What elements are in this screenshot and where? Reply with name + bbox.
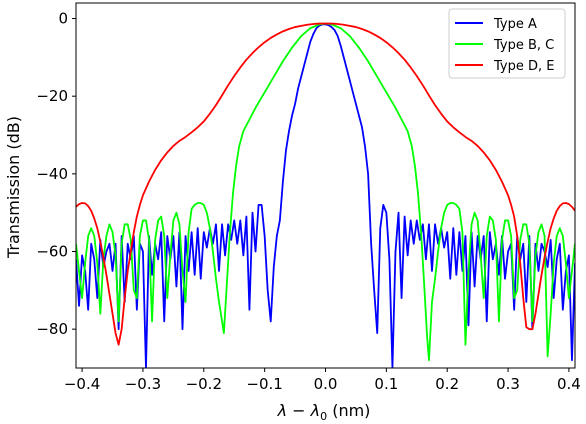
x-label-lambda: λ: [277, 401, 287, 420]
series-line-type-d-e: [76, 22, 575, 346]
x-tick-label: −0.1: [246, 375, 282, 393]
legend-label-type-a: Type A: [493, 17, 537, 32]
y-tick-label: −80: [36, 320, 68, 338]
y-tick-label: −20: [36, 87, 68, 105]
series-layer: [76, 22, 575, 368]
x-axis-label: λ − λ0 (nm): [277, 401, 371, 423]
x-tick-label: 0.2: [435, 375, 459, 393]
x-tick-label: −0.4: [64, 375, 100, 393]
x-tick-label: 0.1: [374, 375, 398, 393]
y-axis: 0 −20 −40 −60 −80: [36, 10, 76, 338]
x-tick-label: 0.4: [557, 375, 581, 393]
x-tick-label: −0.2: [186, 375, 222, 393]
y-tick-label: 0: [58, 10, 68, 28]
x-axis: −0.4 −0.3 −0.2 −0.1 0.0 0.1 0.2 0.3 0.4: [64, 368, 581, 393]
y-tick-label: −40: [36, 165, 68, 183]
x-label-unit: (nm): [327, 401, 370, 420]
legend-label-type-d-e: Type D, E: [493, 59, 554, 74]
legend-label-type-b-c: Type B, C: [493, 38, 554, 53]
x-label-subscript: 0: [320, 410, 327, 423]
x-tick-label: 0.3: [496, 375, 520, 393]
y-axis-label: Transmission (dB): [4, 116, 23, 259]
x-label-lambda0: λ: [310, 401, 320, 420]
legend: Type A Type B, C Type D, E: [448, 8, 566, 79]
x-tick-label: 0.0: [314, 375, 338, 393]
y-tick-label: −60: [36, 243, 68, 261]
x-tick-label: −0.3: [125, 375, 161, 393]
legend-box: [448, 8, 566, 79]
x-label-minus: −: [287, 401, 311, 420]
